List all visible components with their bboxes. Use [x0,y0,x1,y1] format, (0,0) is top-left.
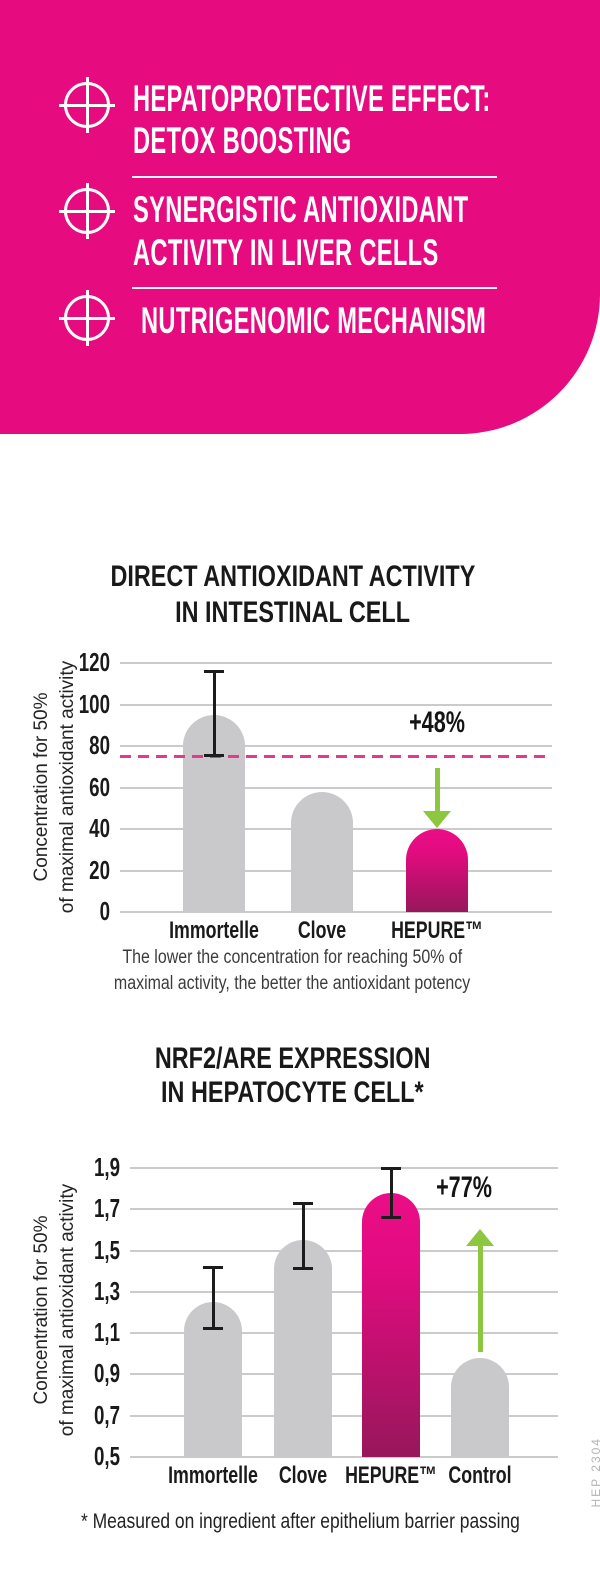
plus-circle-icon [59,290,115,346]
x-category-label: Immortelle [169,917,259,944]
bar-highlight [362,1192,420,1457]
error-bar-cap [203,1327,223,1330]
x-category-label: Control [448,1462,512,1489]
benefits-banner: HEPATOPROTECTIVE EFFECT: DETOX BOOSTING … [0,0,600,434]
y-tick-label: 1,3 [93,1275,120,1306]
bar [274,1240,332,1457]
error-bar-cap [293,1202,313,1206]
bar-highlight [406,829,468,912]
y-tick-label: 1,1 [93,1317,120,1348]
gridline [120,662,552,664]
gridline [130,1414,558,1417]
x-category-label: Clove [297,917,347,944]
benefit-1-line-1: HEPATOPROTECTIVE EFFECT: [133,78,491,119]
plus-circle-icon [59,183,115,239]
y-tick-label: 0 [99,896,110,926]
x-category-label: HEPURE™ [391,917,483,944]
gridline [130,1208,558,1211]
error-bar-line [211,1267,215,1329]
gridline [130,1167,558,1169]
benefit-3-line-1: NUTRIGENOMIC MECHANISM [141,300,487,341]
y-tick-label: 1,7 [93,1193,120,1224]
y-tick-label: 1,5 [93,1234,120,1265]
x-category-label: HEPURE™ [345,1462,437,1489]
error-bar-cap [381,1215,401,1219]
chart2-title-line-1: NRF2/ARE EXPRESSION [154,1042,431,1075]
y-tick-label: 60 [89,771,110,802]
x-category-label: Immortelle [168,1462,258,1489]
y-tick-label: 100 [78,688,110,719]
gridline [130,1249,558,1252]
threshold-dashed-line [120,755,552,759]
bar [451,1357,509,1457]
y-tick-label: 0,5 [93,1441,120,1471]
y-tick-label: 120 [78,647,110,677]
document-code: HEP 2304 [589,1437,600,1508]
chart2-plot-area: 0,5 0,7 0,9 1,1 1,3 1,5 1,7 1,9 Immortelle Clove H… [94,1153,558,1489]
arrow-up-icon [466,1229,494,1246]
y-tick-label: 20 [89,854,110,885]
chart1-title-line-1: DIRECT ANTIOXIDANT ACTIVITY [110,560,475,593]
chart2-y-axis-label-line-1: Concentration for 50% [31,1215,52,1405]
chart2-annotation-percent: +77% [436,1171,492,1204]
benefit-2-line-2: ACTIVITY IN LIVER CELLS [133,232,439,273]
bar [291,791,353,912]
gridline [130,1373,558,1376]
gridline [130,1332,558,1335]
error-bar-cap [381,1167,401,1170]
gridline [120,786,552,789]
arrow-down-icon [423,811,451,828]
gridline [130,1290,558,1293]
error-bar-line [212,671,216,757]
y-tick-label: 40 [89,813,110,843]
plus-vertical [85,290,89,346]
arrow-down-icon [435,768,440,812]
chart2-title-line-2: IN HEPATOCYTE CELL* [161,1076,424,1109]
y-tick-label: 0,9 [93,1358,120,1389]
error-bar-cap [204,754,224,758]
benefit-1-line-2: DETOX BOOSTING [133,120,352,161]
chart1-plot-area: 0 20 40 60 80 100 120 Immortelle Clove HEPURE™ [79,648,552,944]
error-bar-line [389,1168,393,1218]
gridline [120,703,552,706]
banner-divider [132,176,497,178]
chart1-annotation-percent: +48% [409,706,465,739]
gridline [120,911,552,913]
plus-vertical [85,183,89,239]
chart1-caption-line-1: The lower the concentration for reaching… [122,947,463,968]
error-bar-cap [204,670,224,674]
chart1-caption-line-2: maximal activity, the better the antioxi… [114,973,471,994]
error-bar-cap [293,1267,313,1271]
chart2-footnote: * Measured on ingredient after epitheliu… [80,1510,520,1533]
chart1-y-axis-label-line-1: Concentration for 50% [31,692,52,882]
chart2-y-axis-label: Concentration for 50% of maximal antioxi… [29,1160,81,1460]
arrow-up-icon [478,1245,483,1352]
gridline [120,745,552,747]
y-tick-label: 80 [89,730,110,760]
gridline [130,1456,558,1458]
x-category-label: Clove [278,1462,328,1489]
plus-circle-icon [59,77,115,133]
plus-vertical [85,77,89,133]
error-bar-cap [203,1266,223,1270]
y-tick-label: 1,9 [93,1152,120,1182]
banner-divider [132,287,497,289]
chart1-title-line-2: IN INTESTINAL CELL [175,596,410,629]
y-tick-label: 0,7 [93,1399,120,1430]
benefit-2-line-1: SYNERGISTIC ANTIOXIDANT [133,189,469,230]
error-bar-line [301,1203,305,1270]
